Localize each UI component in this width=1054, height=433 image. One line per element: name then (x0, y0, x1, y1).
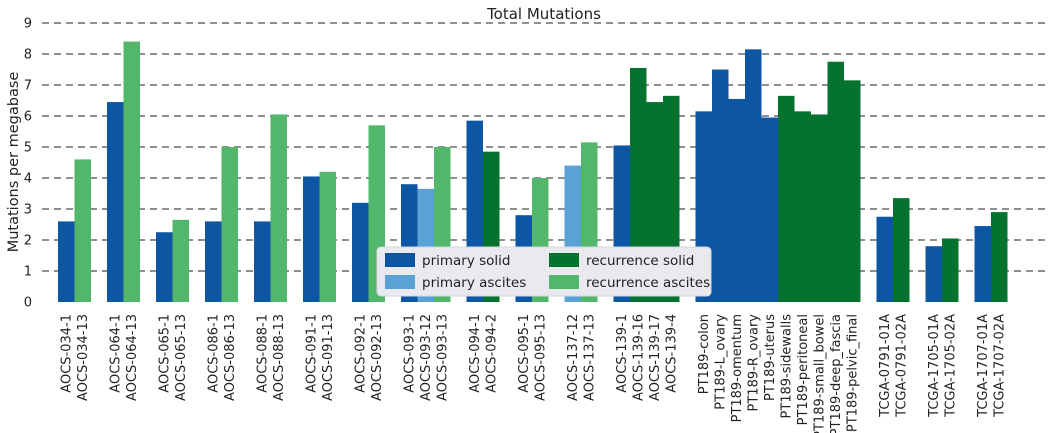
bar (942, 238, 959, 302)
x-tick-label: AOCS-034-13 (76, 314, 91, 401)
x-tick-label: AOCS-088-1 (255, 314, 270, 393)
y-axis-title: Mutations per megabase (6, 72, 22, 253)
x-tick-label: TCGA-1707-01A (976, 314, 991, 418)
x-tick-label: PT189-small_bowel (812, 314, 827, 433)
x-tick-label: TCGA-1705-02A (943, 314, 958, 418)
x-tick-label: AOCS-137-13 (582, 314, 597, 401)
bar (811, 114, 828, 302)
bar (925, 246, 942, 302)
bar (728, 98, 745, 302)
bar (712, 69, 729, 302)
x-tick-label: PT189-deep_fascia (829, 314, 844, 433)
bar (974, 226, 991, 302)
y-tick-label: 3 (24, 203, 32, 218)
legend-label: recurrence solid (586, 253, 694, 269)
bar (107, 102, 124, 302)
x-tick-label: AOCS-092-1 (353, 314, 368, 393)
bar (352, 202, 369, 302)
x-tick-label: TCGA-1707-02A (992, 314, 1007, 418)
x-tick-label: AOCS-064-13 (125, 314, 140, 401)
bar (778, 95, 795, 302)
x-tick-label: AOCS-091-1 (304, 314, 319, 393)
x-tick-label: AOCS-139-16 (631, 314, 646, 401)
x-tick-label: PT189-omentum (730, 314, 745, 422)
y-tick-label: 5 (24, 141, 32, 156)
x-tick-label: AOCS-091-13 (321, 314, 336, 401)
x-tick-label: AOCS-094-2 (484, 314, 499, 393)
x-tick-label: AOCS-094-1 (468, 314, 483, 393)
x-tick-label: PT189-sidewalls (779, 314, 794, 419)
bar (58, 221, 75, 302)
bar (205, 221, 222, 302)
bar (794, 111, 811, 302)
bar (221, 147, 238, 302)
x-tick-label: AOCS-093-12 (419, 314, 434, 401)
x-tick-label: TCGA-0791-01A (878, 314, 893, 418)
bar (745, 49, 762, 302)
x-tick-label: PT189-pelvic_final (845, 314, 860, 432)
y-tick-label: 1 (24, 265, 32, 280)
legend-label: primary solid (422, 253, 511, 269)
x-tick-labels: AOCS-034-1 AOCS-034-13 AOCS-064-1 AOCS-064-… (59, 314, 1007, 433)
x-tick-label: PT189-L_ovary (713, 314, 728, 410)
bar (761, 117, 778, 302)
x-tick-label: AOCS-092-13 (370, 314, 385, 401)
x-tick-label: TCGA-0791-02A (894, 314, 909, 418)
legend-swatch (549, 253, 579, 267)
legend-label: primary ascites (422, 275, 526, 291)
bar (123, 41, 140, 302)
bar (893, 198, 910, 302)
legend-swatch (385, 253, 415, 267)
x-tick-label: AOCS-065-13 (174, 314, 189, 401)
bar (254, 221, 271, 302)
x-tick-label: AOCS-093-13 (435, 314, 450, 401)
bar (270, 114, 287, 302)
y-tick-label: 0 (24, 296, 32, 311)
y-tick-label: 7 (24, 79, 32, 94)
x-tick-label: AOCS-139-17 (648, 314, 663, 401)
y-tick-label: 9 (24, 17, 32, 32)
bar (303, 176, 320, 302)
bar (630, 67, 647, 302)
y-tick-label: 2 (24, 234, 32, 249)
legend-swatch (549, 275, 579, 289)
x-tick-label: AOCS-065-1 (157, 314, 172, 393)
legend-swatch (385, 275, 415, 289)
bar (827, 61, 844, 302)
bar (876, 216, 893, 302)
bar (844, 80, 861, 302)
x-tick-label: AOCS-137-12 (566, 314, 581, 401)
legend-label: recurrence ascites (586, 275, 710, 291)
x-tick-label: AOCS-086-13 (223, 314, 238, 401)
x-tick-label: PT189-peritoneal (796, 314, 811, 425)
x-tick-label: PT189-R_ovary (746, 314, 761, 412)
x-tick-label: AOCS-086-1 (206, 314, 221, 393)
bar (74, 159, 91, 302)
x-tick-label: AOCS-088-13 (272, 314, 287, 401)
x-tick-label: AOCS-139-1 (615, 314, 630, 393)
bar (991, 212, 1008, 302)
x-tick-label: AOCS-064-1 (108, 314, 123, 393)
y-tick-label: 4 (24, 172, 32, 187)
x-tick-label: AOCS-034-1 (59, 314, 74, 393)
y-tick-label: 6 (24, 110, 32, 125)
legend-box (376, 246, 712, 297)
bar (319, 171, 336, 302)
x-tick-label: TCGA-1705-01A (927, 314, 942, 418)
chart-title: Total Mutations (486, 5, 601, 23)
x-tick-label: AOCS-093-1 (402, 314, 417, 393)
x-tick-label: PT189-colon (697, 314, 712, 394)
x-tick-label: AOCS-139-4 (664, 314, 679, 393)
y-tick-label: 8 (24, 48, 32, 63)
x-tick-label: PT189-uterus (763, 314, 778, 401)
x-tick-label: AOCS-095-1 (517, 314, 532, 393)
x-tick-label: AOCS-095-13 (533, 314, 548, 401)
legend: primary solid primary ascites recurrence s… (376, 246, 712, 297)
y-tick-labels: 0 1 2 3 4 5 6 7 8 9 (24, 17, 32, 311)
bar (172, 219, 189, 302)
bar (156, 232, 173, 302)
